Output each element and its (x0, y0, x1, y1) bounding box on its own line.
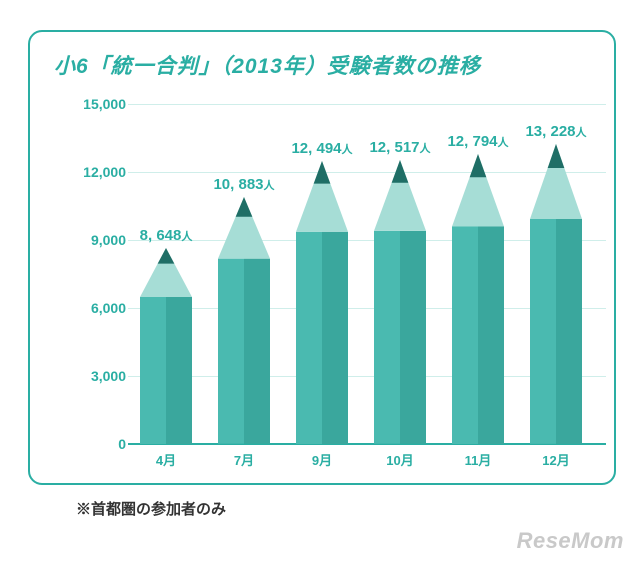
y-tick-label: 15,000 (66, 96, 126, 112)
chart-card: 小6「統一合判」（2013年）受験者数の推移 03,0006,0009,0001… (28, 30, 616, 485)
y-tick-label: 3,000 (66, 368, 126, 384)
y-tick-label: 0 (66, 436, 126, 452)
plot-area: 03,0006,0009,00012,00015,0008, 648人4月10,… (136, 104, 606, 444)
watermark: ReseMom (517, 528, 624, 554)
x-tick-label: 12月 (526, 450, 586, 469)
footnote: ※首都圏の参加者のみ (76, 498, 226, 519)
bar-value-label: 8, 648人 (106, 227, 226, 244)
x-tick-label: 7月 (214, 450, 274, 469)
x-tick-label: 11月 (448, 450, 508, 469)
bar: 12, 517人 (374, 160, 426, 444)
bar: 10, 883人 (218, 197, 270, 444)
bar-value-label: 10, 883人 (184, 176, 304, 193)
bar-value-label: 13, 228人 (496, 123, 616, 140)
y-tick-label: 6,000 (66, 300, 126, 316)
bar: 8, 648人 (140, 248, 192, 444)
bar: 12, 494人 (296, 161, 348, 444)
x-tick-label: 10月 (370, 450, 430, 469)
x-tick-label: 4月 (136, 450, 196, 469)
bar: 13, 228人 (530, 144, 582, 444)
y-tick-label: 12,000 (66, 164, 126, 180)
bar: 12, 794人 (452, 154, 504, 444)
chart-title: 小6「統一合判」（2013年）受験者数の推移 (54, 50, 590, 80)
x-tick-label: 9月 (292, 450, 352, 469)
